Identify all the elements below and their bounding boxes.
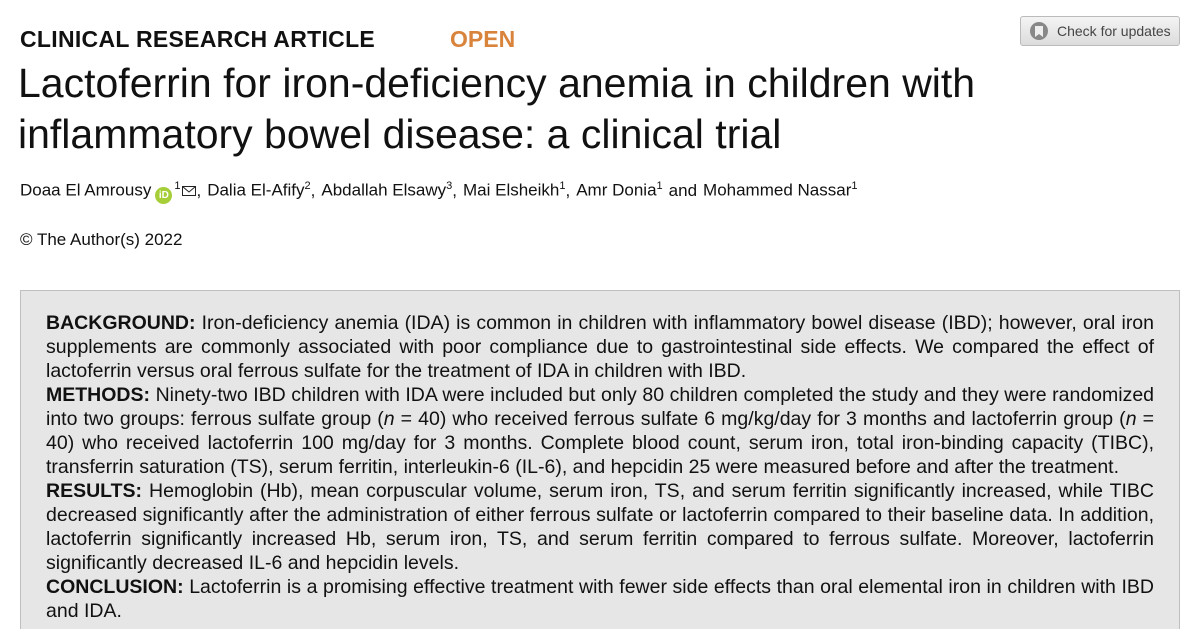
author-list: Doaa El Amrousy iD1, Dalia El-Afify2, Abdal… xyxy=(20,180,857,204)
author-separator: , xyxy=(565,180,571,200)
section-text: = 40) who received lactoferrin 100 mg/da… xyxy=(46,408,1155,478)
section-text: n xyxy=(1125,408,1137,430)
author-affiliation: 1 xyxy=(559,180,566,192)
orcid-icon: iD xyxy=(155,186,173,204)
section-heading: RESULTS: xyxy=(46,480,143,502)
abstract-box: BACKGROUND: Iron-deficiency anemia (IDA)… xyxy=(20,290,1180,629)
abstract-section: CONCLUSION: Lactoferrin is a promising e… xyxy=(46,575,1154,623)
author-name: Dalia El-Afify xyxy=(207,180,305,200)
section-heading: BACKGROUND: xyxy=(46,312,196,334)
author-name: Mai Elsheikh xyxy=(462,180,560,200)
section-text: Lactoferrin is a promising effective tre… xyxy=(46,576,1154,622)
section-text: Iron-deficiency anemia (IDA) is common i… xyxy=(46,312,1154,382)
check-updates-label[interactable]: Check for updates xyxy=(1057,23,1171,39)
open-access: OPEN xyxy=(450,26,516,52)
abstract-section: BACKGROUND: Iron-deficiency anemia (IDA)… xyxy=(46,311,1154,383)
author-affiliation: 1 xyxy=(174,180,181,192)
section-text: Hemoglobin (Hb), mean corpuscular volume… xyxy=(46,480,1154,574)
article-title: Lactoferrin for iron-deficiency anemia i… xyxy=(18,60,976,157)
check-icon xyxy=(1030,22,1048,40)
author-separator: , xyxy=(452,180,457,200)
check-updates-button[interactable]: Check for updates xyxy=(1020,16,1180,46)
author-separator: , xyxy=(196,180,202,200)
author-affiliation: 1 xyxy=(656,180,663,192)
author-affiliation: 1 xyxy=(851,180,858,192)
author-separator: and xyxy=(668,180,698,200)
author-separator: , xyxy=(310,180,316,200)
section-heading: CONCLUSION: xyxy=(46,576,184,598)
author-affiliation: 3 xyxy=(446,180,453,192)
author-name: Doaa El Amrousy xyxy=(20,180,152,200)
author-name: Amr Donia xyxy=(576,180,657,200)
author-affiliation: 2 xyxy=(304,180,311,192)
abstract-section: METHODS: Ninety-two IBD children with ID… xyxy=(46,383,1154,479)
section-text: n xyxy=(383,408,395,430)
section-text: Ninety-two IBD children with IDA were in… xyxy=(46,384,1155,430)
section-text: = 40) who received ferrous sulfate 6 mg/… xyxy=(394,408,1126,430)
author-name: Abdallah Elsawy xyxy=(321,180,447,200)
section-heading: METHODS: xyxy=(46,384,150,406)
abstract-section: RESULTS: Hemoglobin (Hb), mean corpuscul… xyxy=(46,479,1154,575)
author-name: Mohammed Nassar xyxy=(703,180,852,200)
email-icon[interactable] xyxy=(182,185,197,196)
copyright: © The Author(s) 2022 xyxy=(20,230,183,249)
article-type: CLINICAL RESEARCH ARTICLE xyxy=(20,26,376,52)
